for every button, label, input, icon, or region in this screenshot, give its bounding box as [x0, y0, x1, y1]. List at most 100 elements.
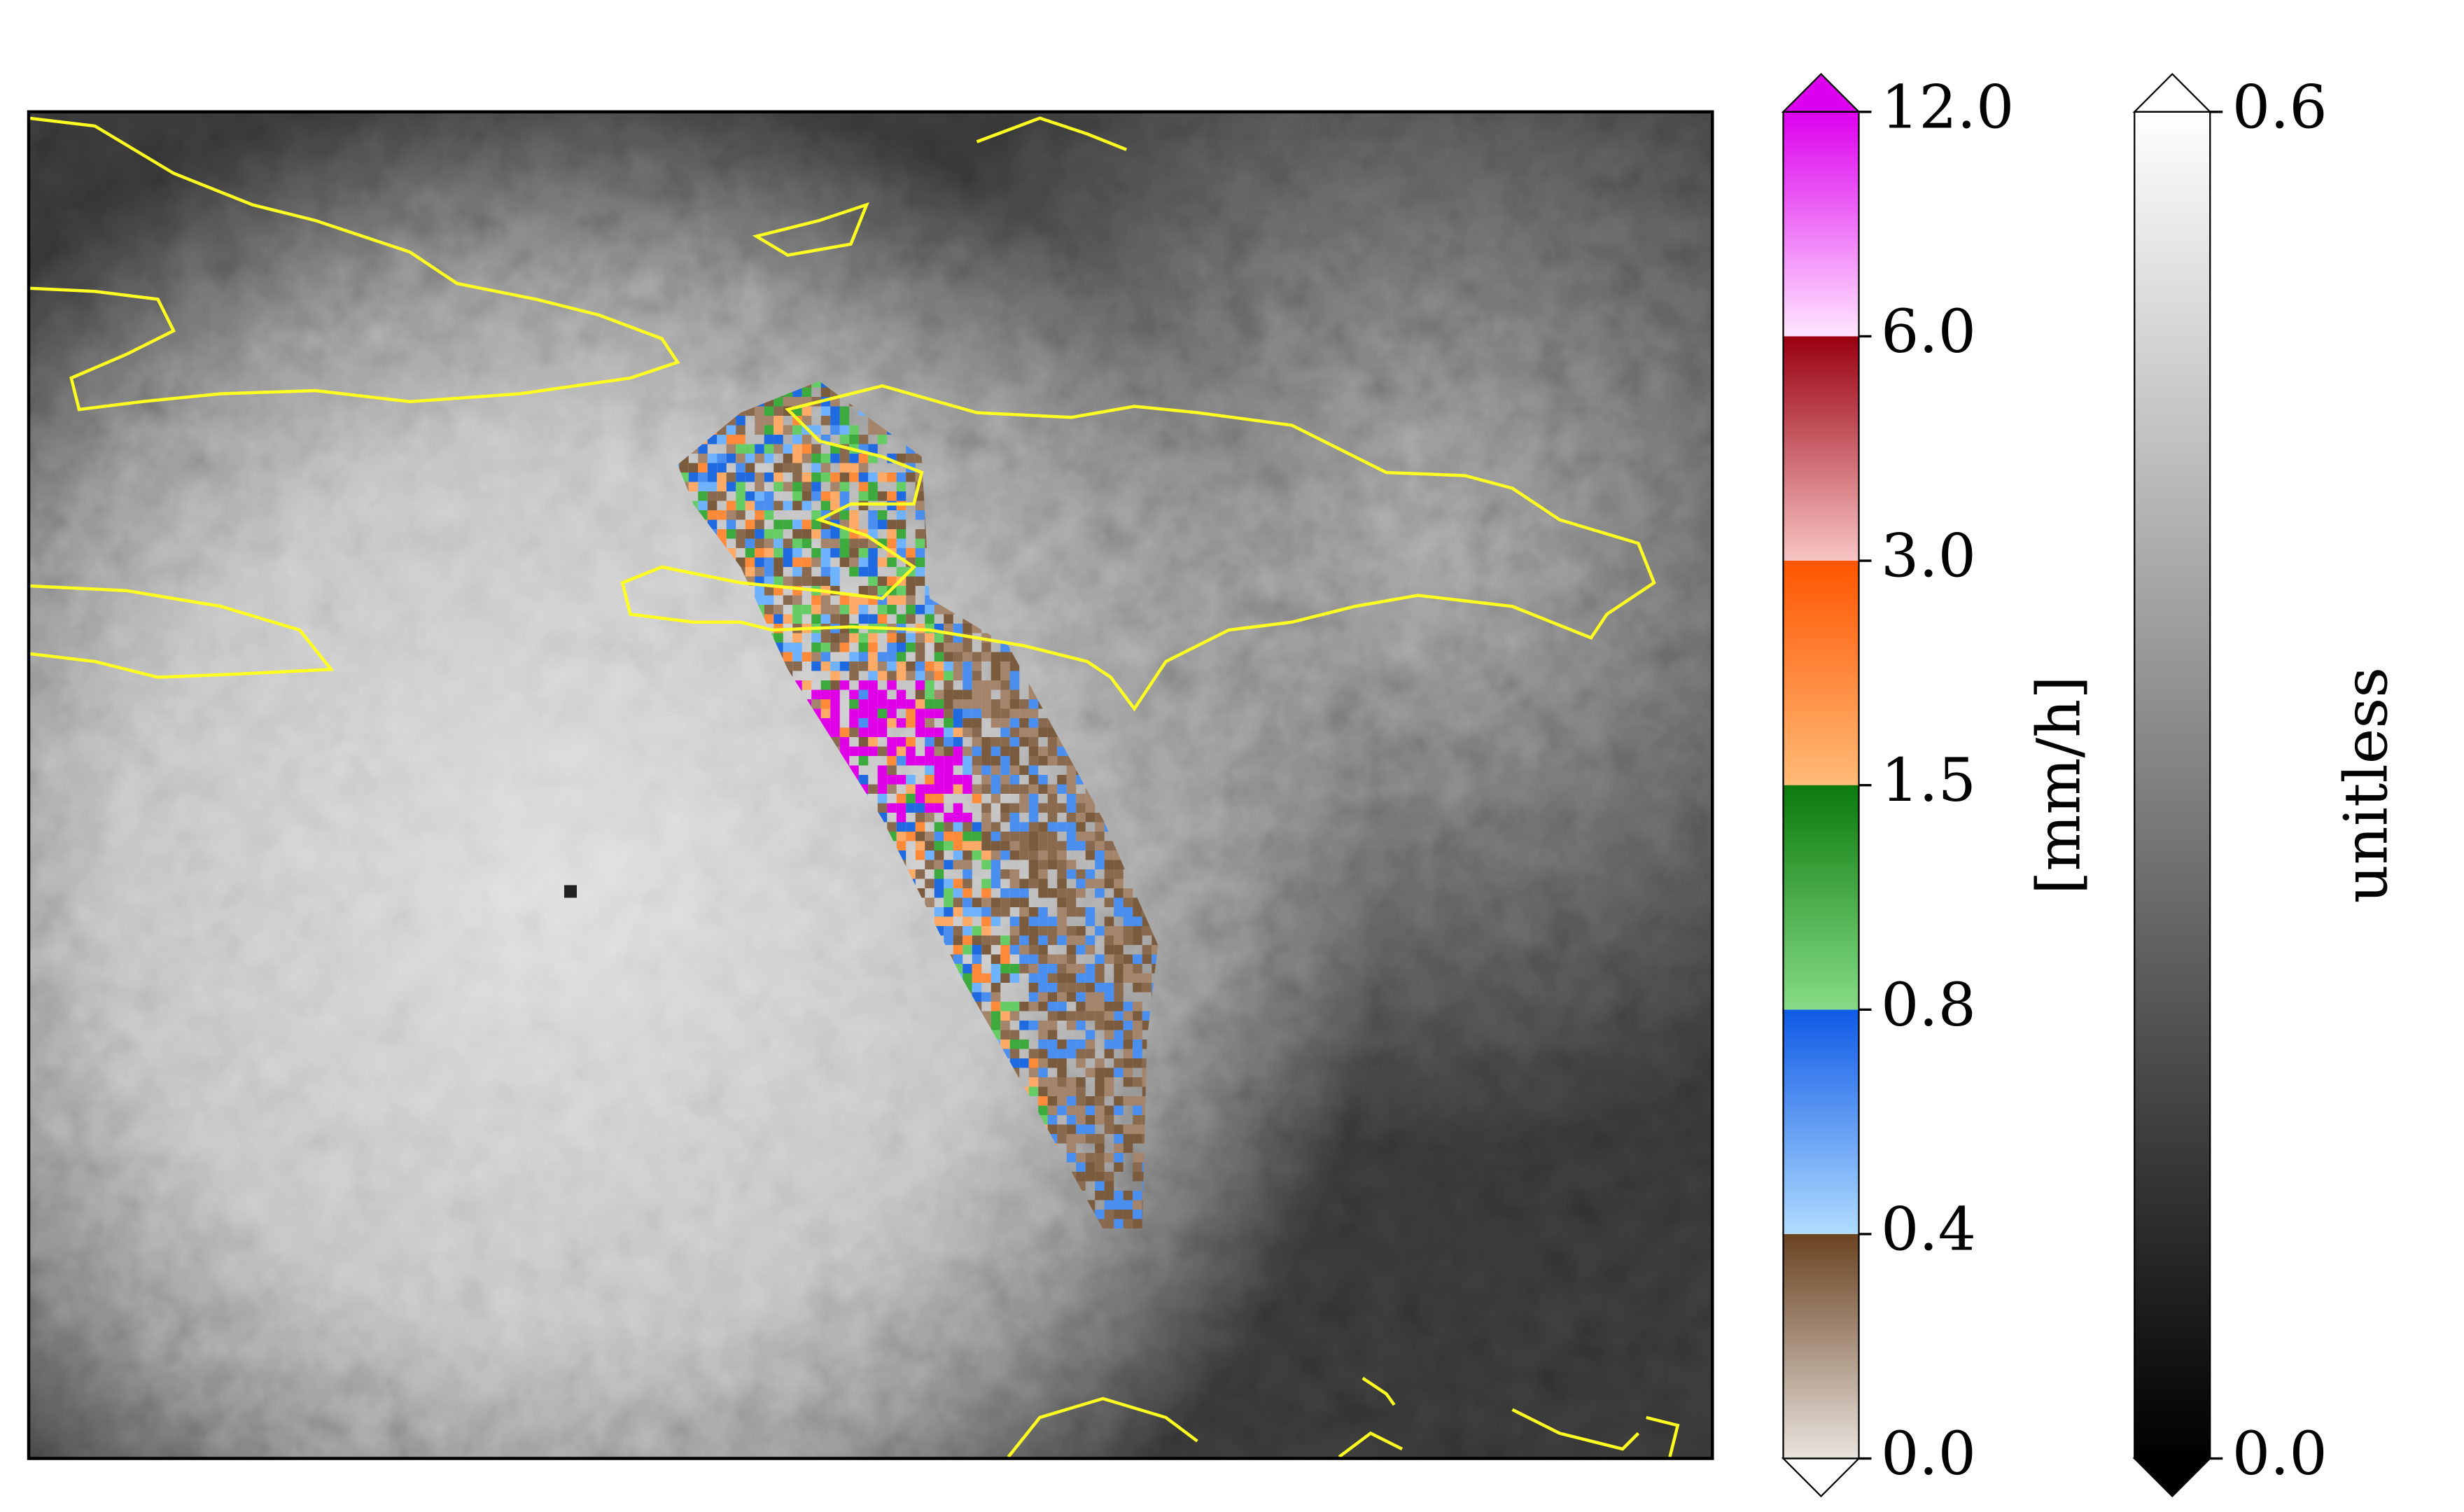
swath-pixel: [792, 652, 802, 662]
swath-pixel: [1009, 699, 1020, 709]
swath-pixel: [802, 416, 812, 426]
swath-pixel: [811, 444, 821, 454]
swath-pixel: [868, 662, 878, 671]
swath-pixel: [934, 737, 944, 747]
swath-pixel: [858, 708, 869, 718]
swath-pixel: [896, 491, 906, 501]
swath-pixel: [1066, 992, 1077, 1002]
swath-pixel: [906, 784, 916, 794]
swath-pixel: [1133, 1153, 1142, 1163]
swath-pixel: [1000, 784, 1010, 794]
swath-pixel: [1019, 1021, 1029, 1030]
swath-pixel: [962, 916, 972, 926]
swath-pixel: [1038, 746, 1048, 756]
swath-pixel: [944, 775, 953, 785]
swath-pixel: [811, 510, 821, 520]
swath-pixel: [1009, 822, 1020, 832]
swath-pixel: [1133, 983, 1142, 993]
swath-pixel: [1009, 671, 1020, 680]
swath-pixel: [962, 860, 972, 869]
swath-pixel: [1038, 822, 1048, 832]
swath-pixel: [1057, 1124, 1067, 1134]
swath-pixel: [736, 435, 746, 444]
swath-pixel: [1076, 1115, 1086, 1125]
swath-pixel: [934, 803, 944, 813]
swath-pixel: [811, 699, 821, 709]
swath-pixel: [990, 850, 1001, 860]
swath-pixel: [962, 888, 972, 898]
swath-pixel: [1019, 765, 1029, 775]
colorbar-tick-label: 3.0: [1881, 522, 1976, 592]
swath-pixel: [1123, 1021, 1133, 1030]
swath-pixel: [981, 850, 991, 860]
swath-pixel: [962, 662, 972, 671]
swath-pixel: [783, 595, 793, 605]
swath-pixel: [1009, 756, 1020, 766]
swath-pixel: [868, 784, 878, 794]
swath-pixel: [934, 756, 944, 766]
swath-pixel: [811, 482, 821, 491]
swath-pixel: [1114, 1011, 1124, 1021]
swath-pixel: [1009, 850, 1020, 860]
swath-pixel: [915, 605, 925, 615]
swath-pixel: [1019, 832, 1029, 841]
swath-pixel: [953, 878, 963, 888]
colorbar-extend-bottom: [1781, 1457, 1861, 1498]
swath-pixel: [1076, 964, 1086, 974]
swath-pixel: [1009, 690, 1020, 699]
swath-pixel: [774, 567, 783, 577]
swath-pixel: [962, 718, 972, 728]
swath-pixel: [1133, 1200, 1142, 1210]
swath-pixel: [981, 690, 991, 699]
colorbar-gray: 0.0 0.6 unitless: [2132, 73, 2401, 1498]
swath-pixel: [1038, 841, 1048, 850]
swath-pixel: [736, 416, 746, 426]
swath-pixel: [1038, 832, 1048, 841]
swath-pixel: [1085, 916, 1096, 926]
swath-pixel: [1066, 935, 1077, 945]
swath-pixel: [868, 482, 878, 491]
swath-pixel: [1066, 832, 1077, 841]
swath-pixel: [1028, 746, 1039, 756]
swath-pixel: [868, 652, 878, 662]
swath-pixel: [953, 935, 963, 945]
swath-pixel: [962, 746, 972, 756]
swath-pixel: [849, 699, 859, 709]
swath-pixel: [1114, 1210, 1124, 1219]
swath-pixel: [877, 794, 888, 804]
swath-pixel: [745, 500, 755, 510]
swath-pixel: [1114, 964, 1124, 974]
swath-pixel: [962, 775, 972, 785]
swath-pixel: [1104, 1210, 1114, 1219]
swath-pixel: [1019, 878, 1029, 888]
swath-pixel: [953, 832, 963, 841]
swath-pixel: [962, 832, 972, 841]
swath-pixel: [896, 643, 906, 652]
swath-pixel: [839, 737, 850, 747]
swath-pixel: [896, 538, 906, 548]
swath-pixel: [925, 737, 934, 747]
swath-pixel: [944, 737, 953, 747]
swath-pixel: [972, 662, 982, 671]
swath-pixel: [1142, 983, 1152, 993]
swath-pixel: [707, 510, 718, 520]
swath-pixel: [1095, 973, 1105, 983]
swath-pixel: [1057, 897, 1067, 907]
swath-pixel: [962, 841, 972, 850]
swath-pixel: [868, 614, 878, 624]
swath-pixel: [1047, 983, 1058, 993]
swath-pixel: [1066, 1021, 1077, 1030]
swath-pixel: [1066, 973, 1077, 983]
swath-pixel: [755, 510, 764, 520]
swath-pixel: [990, 973, 1001, 983]
swath-pixel: [1066, 813, 1077, 822]
swath-pixel: [1123, 1058, 1133, 1068]
swath-pixel: [1114, 1002, 1124, 1011]
swath-pixel: [962, 926, 972, 936]
swath-pixel: [990, 841, 1001, 850]
swath-pixel: [755, 586, 764, 596]
swath-pixel: [868, 671, 878, 680]
swath-pixel: [1066, 1143, 1077, 1153]
swath-pixel: [990, 737, 1001, 747]
swath-pixel: [1095, 1191, 1105, 1200]
